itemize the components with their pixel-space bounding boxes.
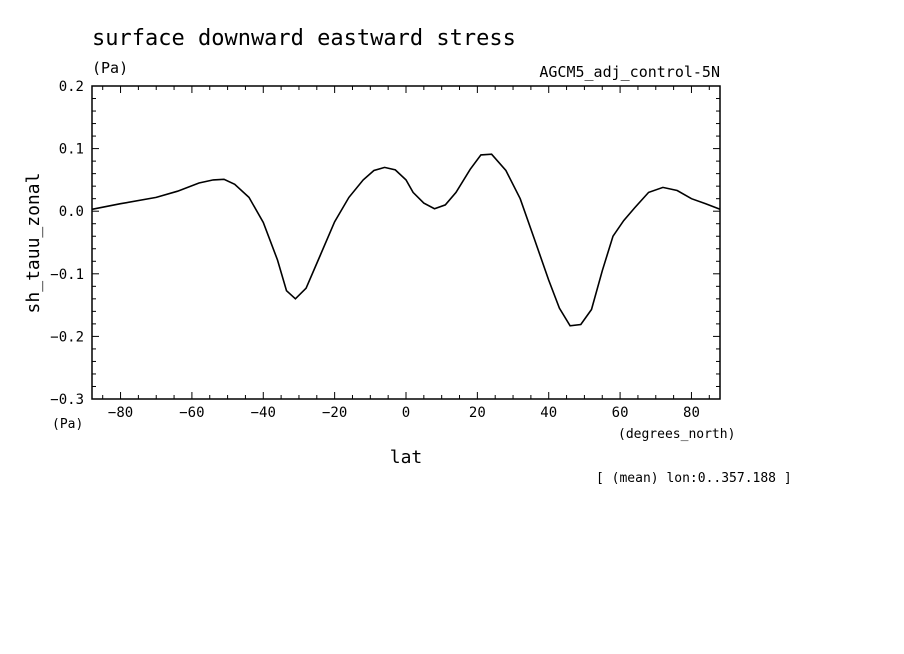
x-tick-label: 60 (612, 405, 629, 421)
x-tick-label: −40 (251, 405, 276, 421)
x-tick-label: 80 (683, 405, 700, 421)
x-tick-label: 40 (540, 405, 557, 421)
chart-title: surface downward eastward stress (92, 26, 516, 51)
chart-units: (Pa) (92, 59, 128, 77)
series-line (91, 153, 721, 327)
y-axis-label: sh_tauu_zonal (23, 173, 44, 314)
x-tick-label: −80 (108, 405, 133, 421)
y-tick-label: −0.1 (50, 267, 84, 283)
y-tick-label: 0.1 (59, 142, 84, 158)
x-axis: −80 −60 −40 −20 0 20 40 60 80 (102, 86, 710, 421)
y-tick-label: 0.0 (59, 204, 84, 220)
x-tick-label: −60 (179, 405, 204, 421)
x-tick-label: −20 (322, 405, 347, 421)
x-tick-label: 20 (469, 405, 486, 421)
y-tick-label: 0.2 (59, 79, 84, 95)
x-axis-label: lat (390, 447, 423, 468)
y-axis: −0.3 −0.2 −0.1 0.0 0.1 0.2 (50, 79, 720, 408)
y-axis-units: (Pa) (52, 417, 83, 432)
plot-frame (91, 85, 721, 400)
y-tick-label: −0.3 (50, 392, 84, 408)
mean-note: [ (mean) lon:0..357.188 ] (596, 471, 792, 486)
x-axis-units: (degrees_north) (618, 427, 735, 442)
y-tick-label: −0.2 (50, 329, 84, 345)
dataset-label: AGCM5_adj_control-5N (539, 63, 720, 81)
x-tick-label: 0 (402, 405, 410, 421)
